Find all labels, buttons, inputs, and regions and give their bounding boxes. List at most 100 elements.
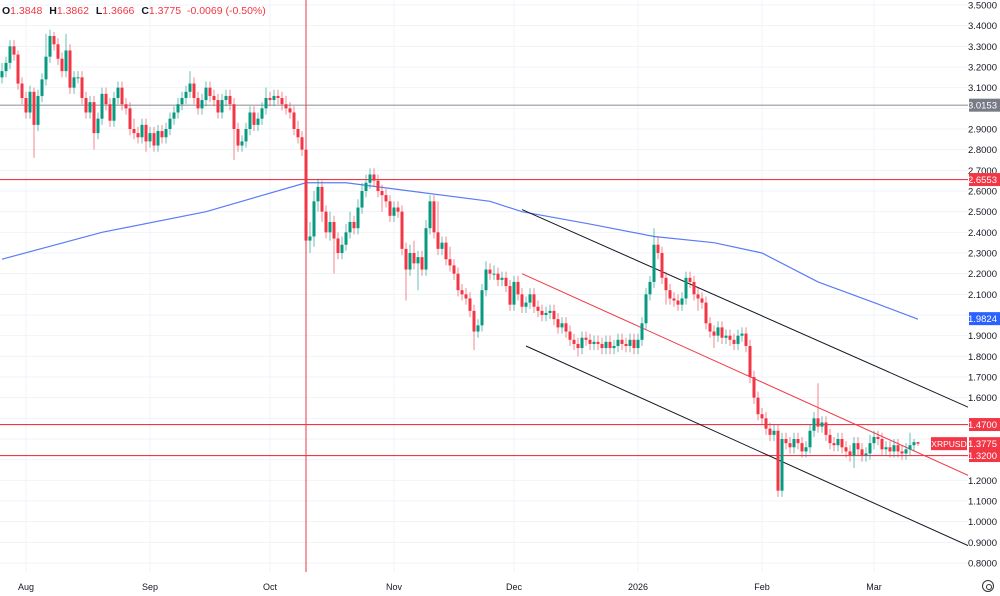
candle: [696, 288, 700, 311]
candle: [740, 327, 744, 342]
candle-body: [628, 339, 632, 347]
candle-body: [180, 98, 184, 105]
candle-body: [584, 337, 588, 340]
candle-body: [92, 102, 96, 134]
candle-body: [732, 339, 736, 344]
candle-body: [84, 98, 88, 113]
ohlc-legend: O1.3848 H1.3862 L1.3666 C1.3775 -0.0069 …: [2, 5, 266, 17]
candle-body: [100, 93, 104, 119]
candle-body: [712, 331, 716, 336]
price-tag: [969, 418, 1000, 432]
candle: [168, 112, 172, 136]
y-tick-label: 1.6000: [968, 393, 997, 404]
open-value: 1.3848: [10, 5, 43, 17]
candle-body: [280, 98, 284, 105]
candle: [248, 106, 252, 136]
y-tick-label: 3.5000: [968, 1, 997, 12]
candle: [684, 271, 688, 305]
candle-body: [672, 298, 676, 301]
candle-body: [656, 244, 660, 254]
candle: [820, 416, 824, 433]
candle-body: [736, 335, 740, 344]
candle-body: [852, 443, 856, 456]
candle-body: [124, 104, 128, 109]
candle: [764, 412, 768, 435]
candle-body: [708, 323, 712, 332]
candle-body: [824, 422, 828, 435]
candle: [400, 205, 404, 256]
candle: [252, 106, 256, 132]
candle-body: [408, 253, 412, 270]
candle-body: [160, 131, 164, 138]
candle: [720, 321, 724, 344]
candle-body: [592, 341, 596, 344]
candle: [152, 126, 156, 152]
candle-body: [156, 131, 160, 146]
candle-body: [388, 201, 392, 216]
candle: [708, 317, 712, 338]
candle-body: [692, 281, 696, 295]
candle: [176, 98, 180, 119]
candle: [652, 228, 656, 289]
candle-body: [52, 36, 56, 45]
candle: [868, 434, 872, 460]
candle: [24, 91, 28, 119]
price-tag: [969, 98, 1000, 112]
candle-body: [340, 244, 344, 254]
candle-body: [220, 100, 224, 113]
y-tick-label: 3.2000: [968, 63, 997, 74]
settings-gear-icon[interactable]: [982, 580, 994, 592]
candle: [420, 250, 424, 276]
candle: [220, 93, 224, 119]
price-tag-label: 1.9824: [968, 314, 997, 325]
y-tick-label: 2.7000: [968, 166, 997, 177]
candle: [376, 174, 380, 198]
candle-body: [12, 46, 16, 55]
candle: [892, 439, 896, 458]
candle: [92, 95, 96, 150]
candle: [412, 240, 416, 270]
candle: [904, 443, 908, 460]
candle-body: [60, 58, 64, 72]
candle: [284, 95, 288, 115]
candle-body: [336, 238, 340, 254]
candle: [876, 430, 880, 446]
candle-body: [456, 273, 460, 291]
candle-body: [224, 95, 228, 101]
candle: [436, 201, 440, 256]
candle-body: [492, 273, 496, 275]
candle: [132, 118, 136, 140]
candle: [296, 120, 300, 144]
candle: [468, 292, 472, 318]
candle: [180, 91, 184, 111]
y-tick-label: 2.8000: [968, 145, 997, 156]
candle-body: [796, 439, 800, 444]
candle: [276, 89, 280, 105]
candle: [460, 284, 464, 301]
candle: [312, 191, 316, 247]
y-tick-label: 1.0000: [968, 517, 997, 528]
candle-body: [252, 112, 256, 125]
candle-body: [612, 346, 616, 349]
candle-body: [248, 112, 252, 130]
candle: [8, 40, 12, 70]
candle: [288, 102, 292, 119]
candle-body: [908, 445, 912, 450]
candle: [84, 91, 88, 119]
candle: [572, 333, 576, 351]
candle: [156, 124, 160, 152]
candle: [752, 370, 756, 404]
candle: [636, 333, 640, 355]
candle: [236, 122, 240, 152]
candle-body: [700, 298, 704, 303]
candle: [840, 432, 844, 454]
candle-body: [48, 36, 52, 57]
candle-body: [292, 112, 296, 130]
candle-body: [148, 133, 152, 142]
price-tag: [969, 173, 1000, 187]
candle: [552, 304, 556, 326]
candle-body: [792, 439, 796, 448]
candle-body: [260, 108, 264, 119]
candle: [736, 329, 740, 351]
